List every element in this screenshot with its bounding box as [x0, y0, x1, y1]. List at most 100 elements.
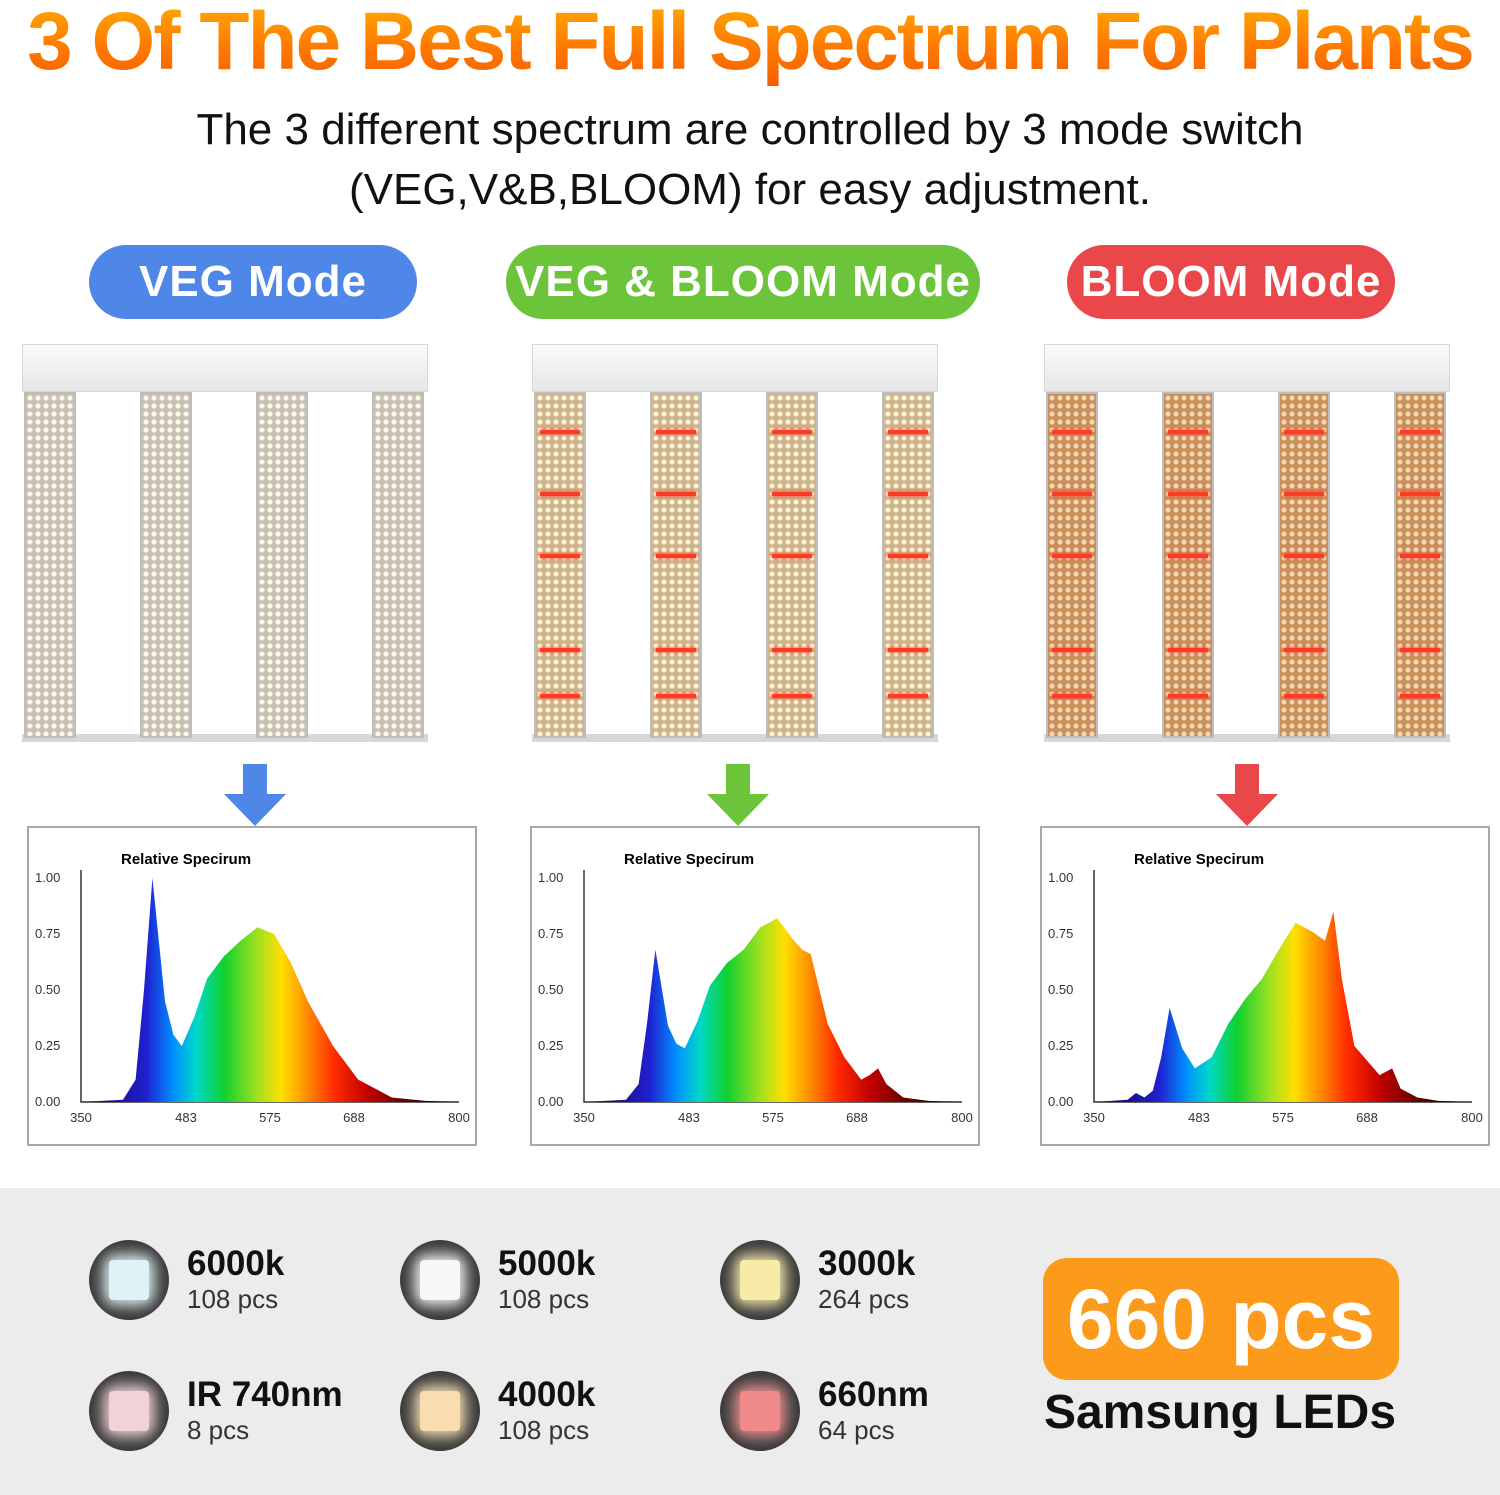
down-arrow-icon [224, 764, 286, 826]
y-tick-label: 0.00 [1048, 1094, 1073, 1109]
red-led-row [772, 694, 812, 698]
led-count: 108 pcs [187, 1284, 279, 1314]
chart-title: Relative Specirum [121, 851, 251, 868]
x-tick-label: 350 [573, 1110, 595, 1125]
led-strip [1162, 392, 1214, 738]
led-name: IR 740nm [187, 1375, 343, 1414]
red-led-row [656, 492, 696, 496]
lamp-frame-bottom [532, 734, 938, 742]
red-led-row [1052, 648, 1092, 652]
red-led-row [540, 694, 580, 698]
red-led-row [540, 554, 580, 558]
y-tick-label: 0.50 [1048, 982, 1073, 997]
red-led-row [540, 492, 580, 496]
led-count: 8 pcs [187, 1415, 250, 1445]
x-tick-label: 800 [951, 1110, 973, 1125]
red-led-row [1052, 694, 1092, 698]
led-chip-4000k-icon [400, 1371, 480, 1451]
led-strip [650, 392, 702, 738]
red-led-row [888, 648, 928, 652]
led-strip [882, 392, 934, 738]
red-led-row [1400, 554, 1440, 558]
led-name: 4000k [498, 1375, 596, 1414]
x-tick-label: 800 [1461, 1110, 1483, 1125]
y-tick-label: 0.00 [538, 1094, 563, 1109]
lamp-frame-bottom [1044, 734, 1450, 742]
red-led-row [1052, 492, 1092, 496]
y-tick-label: 0.75 [1048, 926, 1073, 941]
y-tick-label: 0.25 [35, 1038, 60, 1053]
y-tick-label: 0.50 [35, 982, 60, 997]
red-led-row [888, 694, 928, 698]
red-led-row [1400, 694, 1440, 698]
led-item-5000k: 5000k 108 pcs [400, 1234, 730, 1324]
veg-mode-grow-light-image [22, 344, 428, 742]
led-count: 108 pcs [498, 1415, 590, 1445]
led-count: 264 pcs [818, 1284, 910, 1314]
samsung-leds-label: Samsung LEDs [1043, 1386, 1397, 1439]
x-tick-label: 688 [846, 1110, 868, 1125]
led-strip [1278, 392, 1330, 738]
x-tick-label: 350 [1083, 1110, 1105, 1125]
x-tick-label: 483 [678, 1110, 700, 1125]
red-led-row [656, 554, 696, 558]
lamp-frame-top [532, 344, 938, 392]
red-led-row [888, 492, 928, 496]
led-strip [1046, 392, 1098, 738]
led-name: 3000k [818, 1244, 916, 1283]
led-strip [24, 392, 76, 738]
red-led-row [1168, 554, 1208, 558]
led-item-660nm: 660nm 64 pcs [720, 1365, 1050, 1455]
red-led-row [656, 430, 696, 434]
led-chip-5000k-icon [400, 1240, 480, 1320]
led-item-3000k: 3000k 264 pcs [720, 1234, 1050, 1324]
y-tick-label: 1.00 [538, 870, 563, 885]
led-name: 5000k [498, 1244, 596, 1283]
subtitle-line-1: The 3 different spectrum are controlled … [196, 105, 1304, 154]
led-count: 64 pcs [818, 1415, 895, 1445]
chart-title: Relative Specirum [624, 851, 754, 868]
x-tick-label: 483 [175, 1110, 197, 1125]
red-led-row [1052, 430, 1092, 434]
led-chip-3000k-icon [720, 1240, 800, 1320]
lamp-frame-top [1044, 344, 1450, 392]
red-led-row [1168, 430, 1208, 434]
red-led-row [540, 648, 580, 652]
red-led-row [888, 554, 928, 558]
led-name: 6000k [187, 1244, 285, 1283]
led-item-4000k: 4000k 108 pcs [400, 1365, 730, 1455]
red-led-row [1400, 430, 1440, 434]
red-led-row [1284, 430, 1324, 434]
led-chip-6000k-icon [89, 1240, 169, 1320]
red-led-row [1168, 492, 1208, 496]
red-led-row [772, 430, 812, 434]
down-arrow-icon [1216, 764, 1278, 826]
y-tick-label: 0.25 [538, 1038, 563, 1053]
led-item-6000k: 6000k 108 pcs [89, 1234, 419, 1324]
x-tick-label: 688 [343, 1110, 365, 1125]
red-led-row [1168, 694, 1208, 698]
x-tick-label: 350 [70, 1110, 92, 1125]
red-led-row [1400, 492, 1440, 496]
led-chip-ir-740nm-icon [89, 1371, 169, 1451]
lamp-frame-top [22, 344, 428, 392]
veg-mode-badge: VEG Mode [89, 245, 417, 319]
veg-spectrum-chart: Relative Specirum 1.00 0.75 0.50 0.25 0.00 350… [27, 826, 477, 1146]
chart-title: Relative Specirum [1134, 851, 1264, 868]
red-led-row [772, 492, 812, 496]
bloom-mode-badge: BLOOM Mode [1067, 245, 1395, 319]
x-tick-label: 688 [1356, 1110, 1378, 1125]
veg-bloom-mode-badge: VEG & BLOOM Mode [506, 245, 980, 319]
spectrum-area [1094, 911, 1472, 1102]
x-tick-label: 800 [448, 1110, 470, 1125]
red-led-row [888, 430, 928, 434]
veg-bloom-spectrum-chart: Relative Specirum 1.00 0.75 0.50 0.25 0.00 350… [530, 826, 980, 1146]
red-led-row [1284, 492, 1324, 496]
led-strip [1394, 392, 1446, 738]
red-led-row [1400, 648, 1440, 652]
bloom-spectrum-chart: Relative Specirum 1.00 0.75 0.50 0.25 0.00 350… [1040, 826, 1490, 1146]
red-led-row [1284, 694, 1324, 698]
red-led-row [772, 648, 812, 652]
red-led-row [540, 430, 580, 434]
led-count: 108 pcs [498, 1284, 590, 1314]
